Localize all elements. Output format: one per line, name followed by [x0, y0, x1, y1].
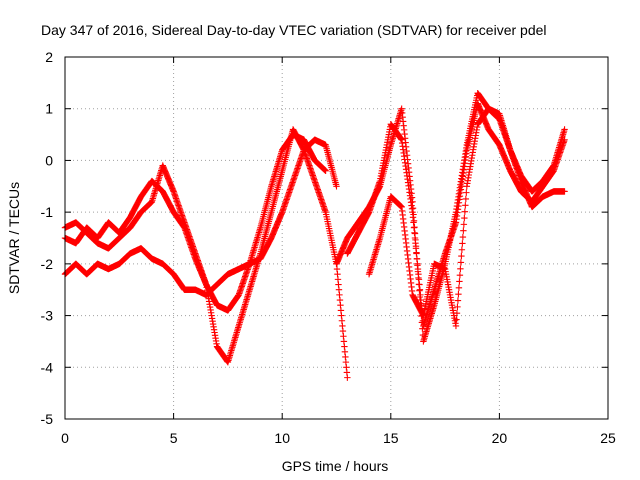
- data-point: [455, 290, 462, 298]
- y-tick-label: -4: [41, 359, 54, 375]
- series-track-c: [61, 136, 340, 299]
- data-point: [460, 227, 467, 234]
- data-point: [462, 202, 469, 209]
- data-point: [457, 265, 464, 272]
- data-point: [459, 240, 466, 247]
- y-tick-label: 0: [45, 152, 53, 168]
- data-point: [461, 208, 469, 215]
- x-tick-label: 10: [274, 430, 290, 446]
- data-points: [61, 90, 568, 381]
- data-point: [561, 188, 568, 195]
- x-tick-label: 5: [170, 430, 178, 446]
- data-point: [462, 195, 470, 203]
- data-point: [453, 316, 460, 323]
- y-tick-label: 2: [45, 49, 53, 65]
- chart-title: Day 347 of 2016, Sidereal Day-to-day VTE…: [41, 22, 547, 38]
- axis-ticks: 0 5 10 15 20 25 -5 -4 -3 -2 -1 0 1 2: [41, 49, 616, 446]
- data-point: [454, 303, 461, 311]
- data-point: [322, 167, 329, 174]
- y-axis-label: SDTVAR / TECUs: [6, 182, 22, 294]
- data-point: [456, 271, 464, 279]
- data-point: [463, 189, 470, 196]
- data-point: [333, 183, 340, 190]
- x-axis-label: GPS time / hours: [282, 458, 389, 474]
- data-point: [460, 221, 468, 228]
- y-tick-label: -2: [41, 256, 54, 272]
- data-point: [459, 233, 467, 241]
- data-point: [456, 278, 463, 285]
- data-point: [458, 252, 465, 260]
- data-point: [457, 259, 465, 266]
- y-tick-label: -1: [41, 204, 54, 220]
- plot-frame: [64, 56, 609, 420]
- data-point: [454, 297, 462, 304]
- series-track-f: [365, 105, 568, 330]
- y-tick-label: -5: [41, 411, 54, 427]
- y-tick-label: -3: [41, 308, 54, 324]
- y-tick-label: 1: [45, 101, 53, 117]
- data-point: [458, 246, 466, 253]
- data-point: [561, 136, 568, 143]
- data-point: [452, 322, 460, 330]
- x-tick-label: 20: [492, 430, 508, 446]
- series-track-b: [61, 126, 351, 381]
- data-point: [344, 374, 351, 381]
- data-point: [461, 214, 468, 222]
- x-tick-label: 25: [600, 430, 616, 446]
- data-point: [455, 284, 463, 292]
- data-point: [561, 126, 568, 133]
- x-tick-label: 15: [383, 430, 399, 446]
- x-tick-label: 0: [61, 430, 69, 446]
- data-point: [453, 310, 461, 317]
